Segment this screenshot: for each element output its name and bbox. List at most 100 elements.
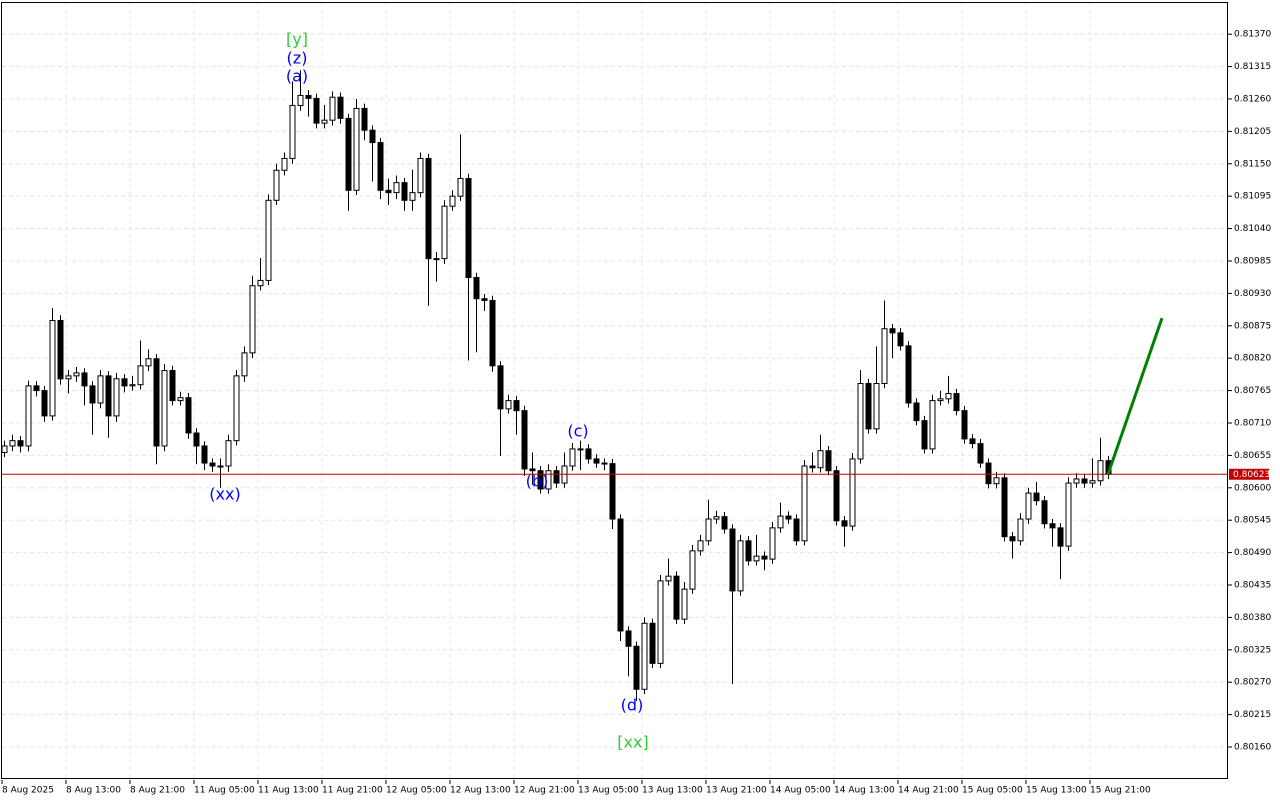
- y-tick-label: 0.80875: [1234, 321, 1271, 331]
- candle-body: [881, 328, 888, 385]
- candle-body: [393, 182, 400, 194]
- candle-body: [689, 550, 696, 590]
- x-tick-label: 15 Aug 13:00: [1026, 786, 1087, 796]
- candle-body: [817, 450, 824, 469]
- candle-body: [961, 410, 968, 440]
- candle-body: [969, 438, 976, 445]
- x-tick-label: 8 Aug 21:00: [130, 786, 185, 796]
- candle-body: [385, 189, 392, 194]
- wave-label: [y]: [286, 30, 308, 49]
- x-tick-label: 15 Aug 21:00: [1090, 786, 1151, 796]
- candle-body: [753, 555, 760, 562]
- candle-body: [329, 96, 336, 121]
- candle-body: [145, 358, 152, 367]
- current-price-label: 0.80623: [1233, 470, 1270, 480]
- candle-body: [913, 402, 920, 422]
- candle-body: [297, 94, 304, 106]
- wave-label: (z): [287, 49, 308, 68]
- candle-body: [865, 383, 872, 430]
- axes: 0.81370 0.81315 0.81260 0.81205 0.81150 0.810…: [1, 30, 1271, 796]
- candle-body: [169, 370, 176, 402]
- candle-body: [633, 645, 640, 690]
- candle-body: [801, 465, 808, 542]
- y-tick-label: 0.80710: [1234, 418, 1271, 428]
- y-tick-label: 0.81205: [1234, 127, 1271, 137]
- candle-body: [793, 518, 800, 542]
- candle-body: [425, 157, 432, 260]
- candle-body: [873, 383, 880, 430]
- candle-body: [1041, 500, 1048, 525]
- candle-body: [697, 540, 704, 552]
- candle-body: [505, 400, 512, 410]
- candle-body: [489, 299, 496, 367]
- candle-body: [937, 398, 944, 402]
- candle-body: [193, 432, 200, 447]
- candle-body: [569, 448, 576, 467]
- candle-body: [137, 365, 144, 386]
- candle-body: [185, 397, 192, 434]
- candle-body: [1001, 477, 1008, 538]
- candle-body: [1009, 536, 1016, 542]
- candle-body: [713, 516, 720, 520]
- x-tick-label: 14 Aug 21:00: [898, 786, 959, 796]
- candle-body: [209, 462, 216, 467]
- candle-body: [409, 192, 416, 201]
- y-tick-label: 0.80765: [1234, 386, 1271, 396]
- candle-body: [945, 393, 952, 400]
- wave-label: (d): [621, 696, 644, 715]
- candle-body: [33, 385, 40, 392]
- candle-body: [81, 372, 88, 387]
- x-tick-label: 12 Aug 21:00: [514, 786, 575, 796]
- candle-body: [241, 352, 248, 377]
- x-tick-label: 14 Aug 05:00: [770, 786, 831, 796]
- y-tick-label: 0.80435: [1234, 581, 1271, 591]
- candle-body: [929, 400, 936, 450]
- candle-body: [641, 622, 648, 690]
- y-tick-label: 0.81095: [1234, 192, 1271, 202]
- y-tick-label: 0.81040: [1234, 224, 1271, 234]
- y-tick-label: 0.80655: [1234, 451, 1271, 461]
- candle-body: [1025, 492, 1032, 520]
- candle-body: [265, 199, 272, 281]
- y-tick-label: 0.80490: [1234, 548, 1271, 558]
- candle-body: [337, 96, 344, 119]
- candle-body: [281, 157, 288, 171]
- y-tick-label: 0.80600: [1234, 483, 1271, 493]
- x-tick-label: 12 Aug 13:00: [450, 786, 511, 796]
- candle-body: [577, 448, 584, 451]
- candle-body: [953, 393, 960, 412]
- candle-body: [1033, 492, 1040, 502]
- x-tick-label: 14 Aug 13:00: [834, 786, 895, 796]
- candle-body: [977, 443, 984, 464]
- candle-body: [553, 470, 560, 484]
- candle-body: [401, 182, 408, 201]
- candle-body: [729, 528, 736, 592]
- candle-body: [465, 178, 472, 278]
- candle-body: [649, 622, 656, 664]
- candle-body: [361, 107, 368, 131]
- candle-body: [441, 205, 448, 260]
- y-tick-label: 0.80545: [1234, 516, 1271, 526]
- x-tick-label: 11 Aug 05:00: [194, 786, 255, 796]
- y-tick-label: 0.80270: [1234, 678, 1271, 688]
- candle-body: [905, 345, 912, 404]
- candle-body: [585, 448, 592, 460]
- candle-body: [681, 588, 688, 620]
- candle-body: [369, 129, 376, 144]
- candle-body: [449, 195, 456, 207]
- candle-body: [657, 580, 664, 664]
- candle-body: [433, 258, 440, 261]
- candle-body: [1017, 518, 1024, 542]
- candle-body: [985, 462, 992, 485]
- candle-body: [513, 400, 520, 412]
- candle-body: [529, 468, 536, 472]
- x-tick-label: 13 Aug 21:00: [706, 786, 767, 796]
- candle-body: [737, 540, 744, 592]
- candle-body: [521, 410, 528, 470]
- candle-body: [49, 319, 56, 417]
- candle-body: [89, 385, 96, 404]
- candle-body: [377, 142, 384, 191]
